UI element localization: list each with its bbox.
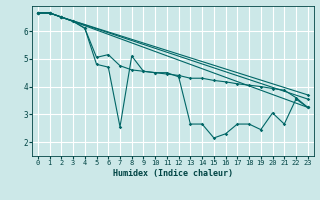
X-axis label: Humidex (Indice chaleur): Humidex (Indice chaleur)	[113, 169, 233, 178]
